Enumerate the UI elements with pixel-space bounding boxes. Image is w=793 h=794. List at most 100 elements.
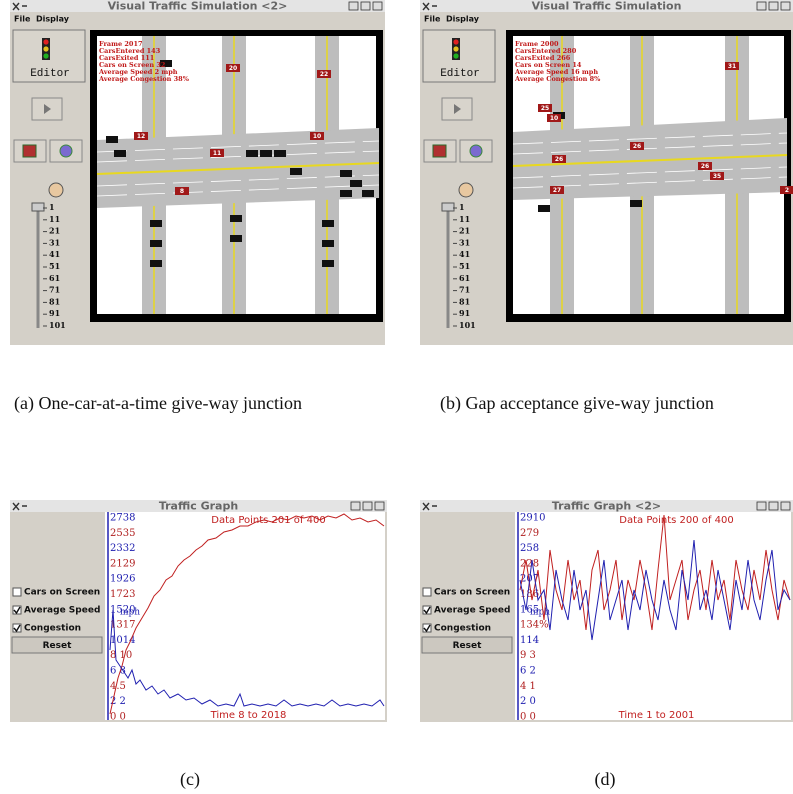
slider-label: 81 (49, 296, 60, 306)
slider-label: 1 (459, 202, 465, 212)
car-label: 26 (555, 156, 563, 163)
window-button (361, 2, 370, 10)
slider-label: 91 (49, 308, 60, 318)
slider-label: 71 (459, 285, 470, 295)
light (453, 46, 458, 51)
slider-label: 31 (49, 237, 60, 247)
color-icon (60, 145, 72, 157)
window-title: Traffic Graph (159, 500, 238, 513)
car (150, 220, 162, 227)
axis-label: 1723 (110, 589, 135, 600)
car (340, 190, 352, 197)
axis-label: 279 (520, 528, 539, 539)
option-label: Average Speed (434, 606, 510, 616)
sim-screenshot: Visual Traffic SimulationFileDisplayEdit… (420, 0, 793, 345)
slider-label: 51 (49, 261, 60, 271)
car (246, 150, 258, 157)
window-button (757, 2, 766, 10)
reset-label: Reset (43, 641, 72, 651)
window-button (781, 2, 790, 10)
option-label: Congestion (24, 624, 81, 634)
car (630, 200, 642, 207)
option-label: Average Speed (24, 606, 100, 616)
light (453, 53, 458, 58)
car (150, 260, 162, 267)
axis-label: 2332 (110, 543, 135, 554)
axis-label: 1014 (110, 635, 135, 646)
slider-label: 21 (49, 226, 60, 236)
car (106, 136, 118, 143)
axis-label: 0 0 (110, 711, 126, 722)
car (230, 235, 242, 242)
stat-line: Average Congestion 38% (98, 75, 190, 83)
clock-icon (49, 183, 63, 197)
car (538, 205, 550, 212)
car-label: 31 (728, 63, 736, 70)
slider-label: 1 (49, 202, 55, 212)
slider-label: 91 (459, 308, 470, 318)
car (260, 150, 272, 157)
car-label: 20 (229, 65, 237, 72)
slider-label: 101 (49, 320, 66, 330)
checkbox (13, 588, 21, 596)
axis-label: 0 0 (520, 711, 536, 722)
editor-label: Editor (30, 68, 70, 80)
car-label: 10 (550, 115, 558, 122)
car-label: 25 (541, 105, 549, 112)
caption: (b) Gap acceptance give-way junction (440, 390, 790, 416)
caption: (c) (150, 766, 230, 792)
slider-label: 71 (49, 285, 60, 295)
car (150, 240, 162, 247)
axis-label: 1926 (110, 574, 135, 585)
axis-label: 4 1 (520, 681, 536, 692)
window-button (351, 502, 360, 510)
window-title: Traffic Graph <2> (552, 500, 661, 513)
sim-window-a: Visual Traffic Simulation <2>FileDisplay… (10, 0, 385, 349)
color-icon (470, 145, 482, 157)
light (43, 46, 48, 51)
figure-page: { "sim_windows": [ {"title": "Visual Tra… (0, 0, 793, 794)
axis-label: 4.5 (110, 681, 126, 692)
car (350, 180, 362, 187)
slider-label: 11 (459, 214, 470, 224)
axis-label: 9 3 (520, 650, 536, 661)
axis-label: 2535 (110, 528, 135, 539)
graph-window-d: Traffic Graph <2> Cars on Screen Average S… (420, 500, 793, 726)
axis-label: 2129 (110, 558, 135, 569)
slider-label: 51 (459, 261, 470, 271)
slider-knob (32, 203, 44, 211)
slider-knob (442, 203, 454, 211)
car (362, 190, 374, 197)
editor-label: Editor (440, 68, 480, 80)
menu-item: Display (446, 15, 480, 24)
car (230, 215, 242, 222)
window-button (781, 502, 790, 510)
window-button (373, 2, 382, 10)
option-label: Congestion (434, 624, 491, 634)
checkbox (423, 588, 431, 596)
graph-screenshot: Traffic Graph <2> Cars on Screen Average S… (420, 500, 793, 722)
window-button (757, 502, 766, 510)
sim-window-b: Visual Traffic SimulationFileDisplayEdit… (420, 0, 793, 349)
car-label: 8 (180, 188, 184, 195)
points-label: Data Points 200 of 400 (619, 515, 733, 526)
menu-item: File (424, 15, 441, 24)
car-label: 27 (553, 187, 561, 194)
slider-label: 41 (49, 249, 60, 259)
car-label: 26 (701, 163, 709, 170)
grid-icon (23, 145, 36, 157)
axis-label: 2 0 (520, 696, 536, 707)
slider-label: 61 (49, 273, 60, 283)
light (453, 39, 458, 44)
menu-item: File (14, 15, 31, 24)
window-button (363, 502, 372, 510)
car (274, 150, 286, 157)
car-label: 12 (137, 133, 145, 140)
car (322, 220, 334, 227)
clock-icon (459, 183, 473, 197)
axis-label: 8 10 (110, 650, 132, 661)
axis-label: 6 2 (520, 666, 536, 677)
option-label: Cars on Screen (434, 588, 510, 598)
unit-label: mph (120, 608, 140, 618)
